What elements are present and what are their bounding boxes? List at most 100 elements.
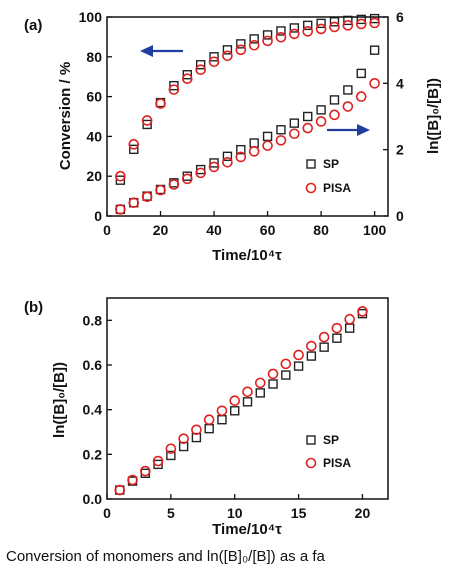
panel-a-sp-ln-point (289, 118, 300, 128)
panel-a: (a) 0 20 40 60 80 100 0 20 40 60 80 100 0 2 4 6 Time/10… (24, 9, 442, 264)
panel-a-sp-conv-point (276, 26, 286, 36)
panel-b-marks (114, 306, 368, 496)
panel-a-y-tick-label: 100 (79, 9, 103, 25)
panel-b-sp-point (293, 361, 304, 371)
panel-a-pisa-conv-point (369, 17, 380, 29)
panel-a-sp-ln-point (236, 144, 246, 155)
panel-b-frame (106, 297, 389, 500)
panel-a-sp-ln-point (262, 131, 273, 142)
panel-a-y2-tick-label: 4 (396, 75, 404, 91)
panel-b-y-tick-label: 0.8 (83, 312, 103, 328)
panel-a-y2-tick-label: 0 (396, 208, 404, 224)
panel-a-pisa-ln-point (329, 109, 340, 121)
panel-a-sp-conv-point (182, 70, 192, 80)
panel-a-pisa-ln-point (315, 116, 327, 127)
figure-caption: Conversion of monomers and ln([B]₀/[B]) … (6, 548, 326, 565)
panel-a-sp-ln-point (329, 95, 340, 105)
panel-a-pisa-ln-point (342, 101, 354, 112)
panel-a-pisa-conv-point (342, 20, 354, 31)
panel-a-marks (115, 13, 380, 215)
panel-a-x-tick-label: 100 (363, 222, 387, 238)
panel-a-pisa-ln-point (248, 146, 260, 157)
panel-a-pisa-conv-point (355, 18, 367, 30)
panel-b-pisa-point (357, 306, 368, 317)
panel-b-legend-pisa-label: PISA (323, 456, 351, 470)
panel-a-pisa-ln-point (141, 191, 153, 203)
panel-a-sp-conv-point (303, 20, 313, 31)
panel-b-pisa-point (152, 455, 164, 467)
panel-b-legend-sp-marker (306, 435, 316, 445)
panel-b-pisa-point (242, 386, 253, 398)
panel-a-y-tick-label: 40 (86, 128, 102, 144)
panel-b-pisa-point (191, 424, 202, 436)
panel-a-label: (a) (24, 17, 42, 34)
panel-a-sp-ln-point (209, 158, 219, 168)
panel-a-pisa-ln-point (155, 184, 166, 196)
panel-b-sp-point (242, 397, 253, 407)
panel-b-pisa-point (140, 465, 151, 477)
panel-a-pisa-ln-point (195, 167, 206, 179)
panel-a-pisa-ln-point (115, 204, 126, 215)
left-arrow-icon (140, 45, 153, 57)
panel-a-sp-conv-point (209, 52, 219, 62)
panel-b-x-tick-label: 10 (227, 505, 243, 521)
panel-b-x-axis-label: Time/10⁴τ (212, 521, 282, 538)
panel-b-sp-point (306, 351, 317, 361)
panel-a-sp-ln-point (356, 68, 366, 79)
panel-b-sp-point (319, 342, 329, 352)
panel-a-sp-conv-point (222, 45, 233, 55)
panel-b-x-tick-label: 5 (167, 505, 175, 521)
panel-a-sp-ln-point (369, 45, 380, 55)
panel-b-pisa-point (280, 358, 292, 370)
panel-b-pisa-point (178, 433, 189, 445)
panel-a-pisa-conv-point (155, 98, 166, 109)
panel-b-sp-point (281, 370, 291, 380)
panel-a-pisa-conv-point (302, 26, 314, 37)
panel-a-legend-sp-label: SP (323, 157, 339, 171)
panel-b-legend-pisa-marker (305, 457, 317, 469)
panel-b-pisa-point (267, 368, 279, 380)
panel-a-sp-conv-point (195, 60, 206, 70)
panel-a-pisa-ln-point (302, 122, 314, 134)
panel-a-x-tick-label: 40 (206, 222, 222, 238)
panel-a-sp-conv-point (356, 14, 366, 25)
panel-a-pisa-conv-point (141, 115, 153, 126)
panel-b-pisa-point (216, 405, 228, 417)
panel-a-x-tick-label: 60 (260, 222, 276, 238)
panel-a-y2-tick-label: 6 (396, 9, 404, 25)
panel-a-pisa-conv-point (168, 84, 180, 95)
panel-b-sp-point (204, 423, 214, 434)
panel-a-pisa-conv-point (222, 50, 233, 62)
panel-a-frame (106, 16, 389, 217)
panel-b-pisa-point (293, 349, 304, 361)
panel-a-pisa-ln-point (222, 156, 233, 168)
panel-b-pisa-point (318, 331, 330, 343)
panel-b-ticks: 0 5 10 15 20 0.0 0.2 0.4 0.6 0.8 (83, 312, 371, 521)
panel-a-sp-conv-point (142, 119, 152, 130)
panel-a-pisa-conv-point (329, 21, 340, 33)
panel-a-pisa-ln-point (128, 197, 140, 209)
panel-b-pisa-point (254, 377, 266, 389)
panel-a-legend-pisa-marker (305, 182, 317, 194)
panel-b-pisa-point (127, 474, 138, 486)
panel-a-pisa-ln-point (275, 135, 287, 146)
panel-a-x-tick-label: 0 (103, 222, 111, 238)
panel-a-y-tick-label: 20 (86, 168, 102, 184)
panel-b-pisa-point (229, 395, 241, 407)
panel-a-legend-pisa-label: PISA (323, 181, 351, 195)
panel-b-sp-point (344, 323, 355, 333)
panel-b-legend: SP PISA (305, 433, 351, 470)
panel-a-pisa-conv-point (315, 23, 327, 35)
panel-a-arrows (140, 45, 370, 136)
panel-a-pisa-conv-point (128, 139, 140, 150)
panel-a-sp-conv-point (249, 34, 259, 44)
panel-a-y-tick-label: 60 (86, 89, 102, 105)
panel-a-x-axis-label: Time/10⁴τ (212, 247, 282, 264)
right-arrow-icon (357, 124, 370, 136)
panel-a-legend-sp-marker (306, 159, 316, 169)
panel-a-pisa-ln-point (262, 140, 273, 151)
panel-a-pisa-conv-point (262, 35, 273, 47)
panel-b-x-tick-label: 0 (103, 505, 111, 521)
panel-a-pisa-conv-point (248, 39, 260, 51)
